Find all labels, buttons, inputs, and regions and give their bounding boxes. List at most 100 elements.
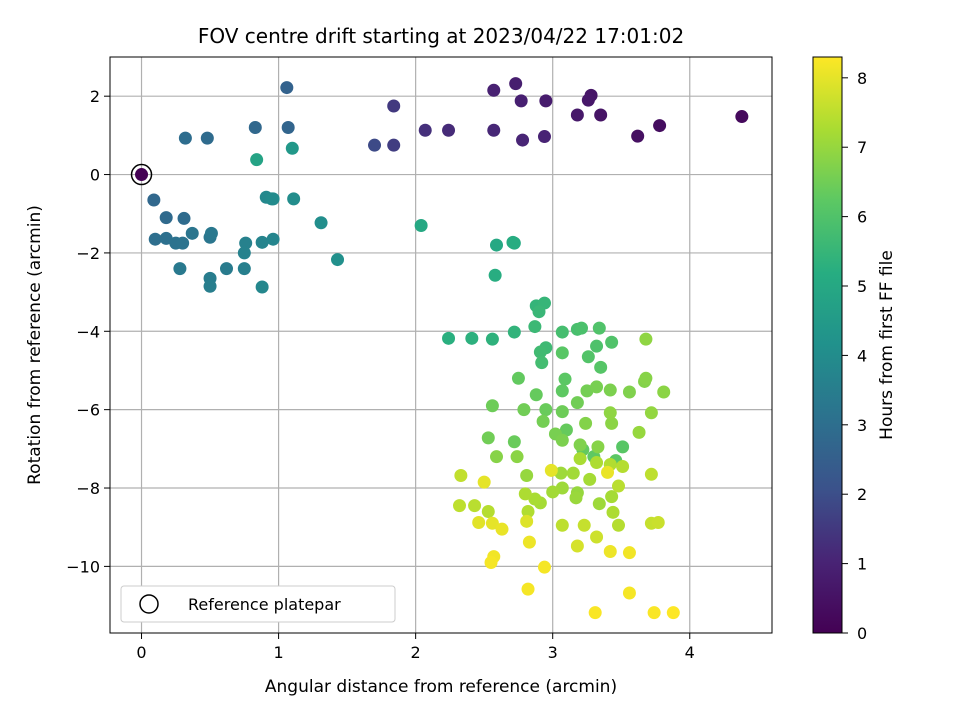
data-point	[506, 235, 520, 249]
data-point	[601, 465, 615, 479]
data-point	[657, 385, 671, 399]
data-point	[507, 325, 521, 339]
plot-area	[110, 57, 772, 633]
data-point	[590, 530, 604, 544]
colorbar-tick-label: 8	[857, 69, 867, 88]
data-point	[622, 586, 636, 600]
data-point	[539, 94, 553, 108]
data-point	[237, 246, 251, 260]
data-point	[477, 475, 491, 489]
data-point	[173, 262, 187, 276]
data-point	[495, 522, 509, 536]
data-point	[570, 396, 584, 410]
y-axis-label: Rotation from reference (arcmin)	[25, 205, 45, 485]
data-point	[514, 94, 528, 108]
data-point	[484, 555, 498, 569]
colorbar	[812, 56, 843, 634]
data-point	[314, 216, 328, 230]
data-point	[579, 416, 593, 430]
data-point	[590, 380, 604, 394]
data-point	[220, 262, 234, 276]
data-point	[511, 371, 525, 385]
data-point	[368, 138, 382, 152]
data-point	[331, 253, 345, 267]
data-point	[539, 403, 553, 417]
data-point	[159, 231, 173, 245]
data-point	[581, 93, 595, 107]
data-point	[594, 360, 608, 374]
data-point	[570, 539, 584, 553]
data-point	[418, 123, 432, 137]
y-tick-label: 2	[90, 87, 100, 106]
legend-entry-reference: Reference platepar	[188, 595, 341, 614]
data-point	[485, 516, 499, 530]
data-point	[147, 193, 161, 207]
data-point	[592, 321, 606, 335]
data-point	[239, 236, 253, 250]
data-point	[537, 130, 551, 144]
data-point	[616, 459, 630, 473]
data-point	[517, 403, 531, 417]
data-point	[592, 497, 606, 511]
data-point	[555, 405, 569, 419]
data-point	[546, 485, 560, 499]
data-point	[453, 499, 467, 513]
data-point	[590, 339, 604, 353]
data-point	[148, 232, 162, 246]
data-point	[555, 433, 569, 447]
data-point	[588, 606, 602, 620]
data-point	[603, 544, 617, 558]
data-point	[204, 226, 218, 240]
data-point	[485, 332, 499, 346]
data-point	[281, 121, 295, 135]
data-point	[465, 331, 479, 345]
data-point	[481, 431, 495, 445]
data-point	[487, 123, 501, 137]
data-point	[653, 119, 667, 133]
data-point	[583, 472, 597, 486]
data-point	[611, 479, 625, 493]
data-point	[481, 505, 495, 519]
data-point	[237, 262, 251, 276]
grid-lines	[110, 57, 772, 633]
data-point	[559, 423, 573, 437]
data-point	[622, 546, 636, 560]
data-point	[521, 582, 535, 596]
colorbar-tick-label: 4	[857, 346, 867, 365]
y-tick-label: −8	[76, 479, 100, 498]
data-point	[522, 535, 536, 549]
x-axis-label: Angular distance from reference (arcmin)	[265, 677, 617, 697]
data-point	[639, 371, 653, 385]
data-point	[603, 383, 617, 397]
colorbar-tick-label: 3	[857, 416, 867, 435]
data-point	[570, 108, 584, 122]
data-point	[611, 518, 625, 532]
data-point	[520, 468, 534, 482]
colorbar-tick-label: 0	[857, 624, 867, 643]
data-point	[558, 372, 572, 386]
data-point	[507, 435, 521, 449]
data-point	[594, 108, 608, 122]
y-axis-ticks: −10 −8 −6 −4 −2 0 2	[66, 87, 110, 576]
data-point	[616, 440, 630, 454]
data-point	[555, 346, 569, 360]
colorbar-tick-label: 1	[857, 555, 867, 574]
data-point	[555, 325, 569, 339]
legend-box	[120, 585, 396, 623]
y-tick-label: 0	[90, 166, 100, 185]
colorbar-ticks: 0 1 2 3 4 5 6 7 8	[842, 69, 867, 643]
data-point	[490, 450, 504, 464]
data-point	[528, 320, 542, 334]
x-tick-label: 0	[136, 643, 146, 662]
data-point	[387, 138, 401, 152]
data-point	[472, 516, 486, 530]
legend: Reference platepar	[120, 585, 396, 623]
data-point	[569, 491, 583, 505]
data-point	[250, 153, 264, 167]
data-point	[266, 192, 280, 206]
data-point	[185, 226, 199, 240]
x-tick-label: 4	[685, 643, 695, 662]
data-point	[387, 99, 401, 113]
data-point	[255, 280, 269, 294]
